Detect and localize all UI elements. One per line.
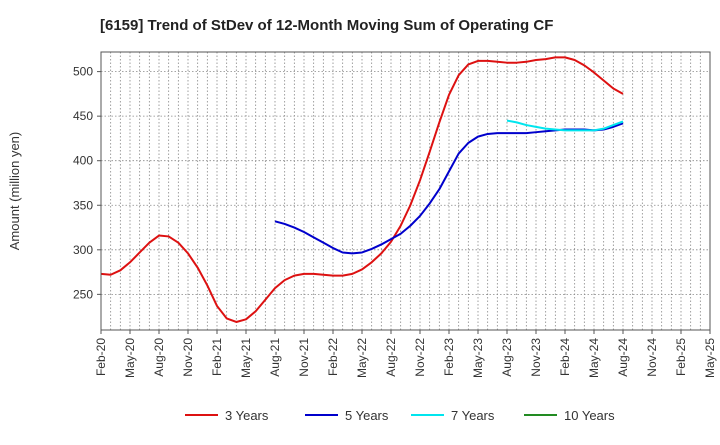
series-lines	[100, 56, 624, 323]
x-tick-label: Aug-21	[268, 338, 282, 377]
x-tick-label: Feb-21	[210, 338, 224, 376]
x-tick-label: Feb-20	[94, 338, 108, 376]
x-tick-label: May-23	[471, 338, 485, 378]
y-tick-label: 500	[73, 65, 93, 79]
x-tick-label: Nov-24	[645, 338, 659, 377]
x-tick-label: Aug-24	[616, 338, 630, 377]
x-tick-label: Nov-21	[297, 338, 311, 377]
x-tick-label: Aug-23	[500, 338, 514, 377]
y-tick-label: 400	[73, 154, 93, 168]
chart-title: [6159] Trend of StDev of 12-Month Moving…	[100, 17, 553, 34]
x-tick-label: May-21	[239, 338, 253, 378]
legend-label: 3 Years	[225, 408, 269, 423]
y-axis-label: Amount (million yen)	[7, 132, 22, 251]
x-tick-label: May-20	[123, 338, 137, 378]
y-tick-label: 300	[73, 243, 93, 257]
grid	[100, 52, 711, 330]
x-tick-label: Feb-22	[326, 338, 340, 376]
x-tick-label: Nov-22	[413, 338, 427, 377]
legend: 3 Years 5 Years 7 Years 10 Years	[185, 408, 615, 423]
plot-area-border	[100, 51, 711, 331]
legend-label: 7 Years	[451, 408, 495, 423]
x-tick-label: Nov-23	[529, 338, 543, 377]
tick-labels: 250 300 350 400 450 500 Feb-20 May-20 Aug-20 Nov-…	[73, 65, 717, 378]
x-tick-label: Aug-20	[152, 338, 166, 377]
y-tick-label: 450	[73, 109, 93, 123]
x-tick-label: Nov-20	[181, 338, 195, 377]
series-line-3-years	[100, 56, 624, 323]
legend-label: 5 Years	[345, 408, 389, 423]
legend-label: 10 Years	[564, 408, 615, 423]
x-tick-label: Feb-25	[674, 338, 688, 376]
x-tick-label: Aug-22	[384, 338, 398, 377]
x-tick-label: Feb-23	[442, 338, 456, 376]
series-line-7-years	[506, 119, 624, 132]
y-tick-label: 250	[73, 287, 93, 301]
x-tick-label: May-22	[355, 338, 369, 378]
x-tick-label: May-24	[587, 338, 601, 378]
series-line-5-years	[274, 122, 624, 255]
y-tick-label: 350	[73, 198, 93, 212]
x-tick-label: Feb-24	[558, 338, 572, 376]
x-tick-label: May-25	[703, 338, 717, 378]
